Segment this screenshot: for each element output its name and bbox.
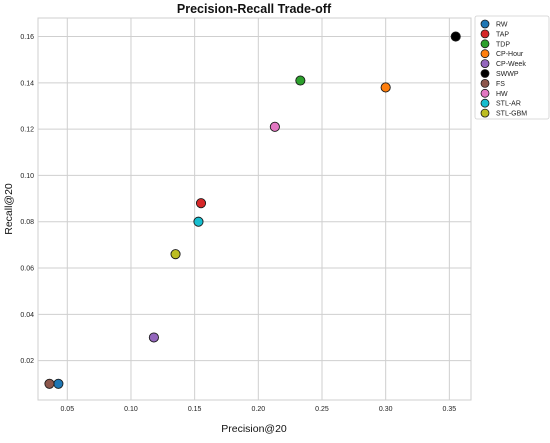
plot-frame (37, 17, 472, 401)
points-layer (44, 31, 461, 389)
legend-marker-cp-hour (480, 49, 490, 59)
y-tick-label: 0.02 (20, 358, 34, 365)
legend-marker-stl-gbm (480, 108, 490, 118)
x-axis-label: Precision@20 (221, 423, 287, 435)
x-tick-label: 0.35 (443, 406, 457, 413)
legend-marker-hw (480, 88, 490, 98)
legend-label-tap: TAP (496, 31, 509, 38)
data-point-stl-gbm (170, 249, 181, 260)
y-tick-label: 0.04 (20, 312, 34, 319)
legend-label-tdp: TDP (496, 41, 510, 48)
chart-title: Precision-Recall Trade-off (177, 2, 332, 16)
data-point-cp-week (148, 332, 159, 343)
legend-label-swwp: SWWP (496, 71, 519, 78)
legend-frame (474, 15, 550, 120)
legend-marker-cp-week (480, 59, 490, 68)
x-tick-label: 0.25 (315, 406, 329, 413)
data-point-stl-ar (193, 216, 204, 227)
legend-label-rw: RW (496, 22, 508, 29)
legend-label-fs: FS (496, 81, 505, 88)
data-point-tap (195, 198, 207, 209)
legend-label-cp-hour: CP-Hour (496, 51, 524, 58)
grid-layer (38, 18, 471, 400)
y-tick-label: 0.08 (20, 219, 34, 226)
y-tick-label: 0.12 (20, 127, 34, 134)
legend-label-hw: HW (496, 91, 508, 98)
x-tick-label: 0.05 (60, 406, 74, 413)
y-tick-label: 0.14 (20, 80, 34, 87)
data-point-fs (44, 378, 55, 389)
data-point-swwp (450, 31, 461, 42)
legend-marker-rw (480, 19, 490, 29)
legend-label-cp-week: CP-Week (496, 61, 526, 68)
legend: RW TAP TDP CP-Hour CP-Week SWWP FS HW STL-AR STL-… (474, 15, 550, 120)
legend-marker-fs (480, 79, 490, 88)
y-axis-label: Recall@20 (3, 183, 15, 235)
x-tick-label: 0.30 (379, 406, 393, 413)
legend-marker-tdp (480, 39, 490, 49)
legend-label-stl-gbm: STL-GBM (496, 111, 527, 118)
x-tick-label: 0.20 (252, 406, 266, 413)
plot-background (38, 18, 471, 400)
y-tick-label: 0.06 (20, 266, 34, 273)
legend-marker-swwp (480, 69, 490, 78)
data-point-rw (53, 378, 64, 389)
x-tick-label: 0.15 (188, 406, 202, 413)
y-tick-label: 0.16 (20, 34, 34, 41)
legend-marker-tap (480, 29, 490, 39)
ticks-layer: 0.05 0.10 0.15 0.20 0.25 0.30 0.35 0.02 0.04 0.06… (20, 34, 456, 413)
data-point-hw (269, 121, 280, 132)
legend-label-stl-ar: STL-AR (496, 101, 521, 108)
legend-marker-stl-ar (480, 98, 490, 108)
y-tick-label: 0.10 (20, 173, 34, 180)
x-tick-label: 0.10 (124, 406, 138, 413)
data-point-cp-hour (380, 82, 391, 93)
data-point-tdp (295, 75, 306, 86)
